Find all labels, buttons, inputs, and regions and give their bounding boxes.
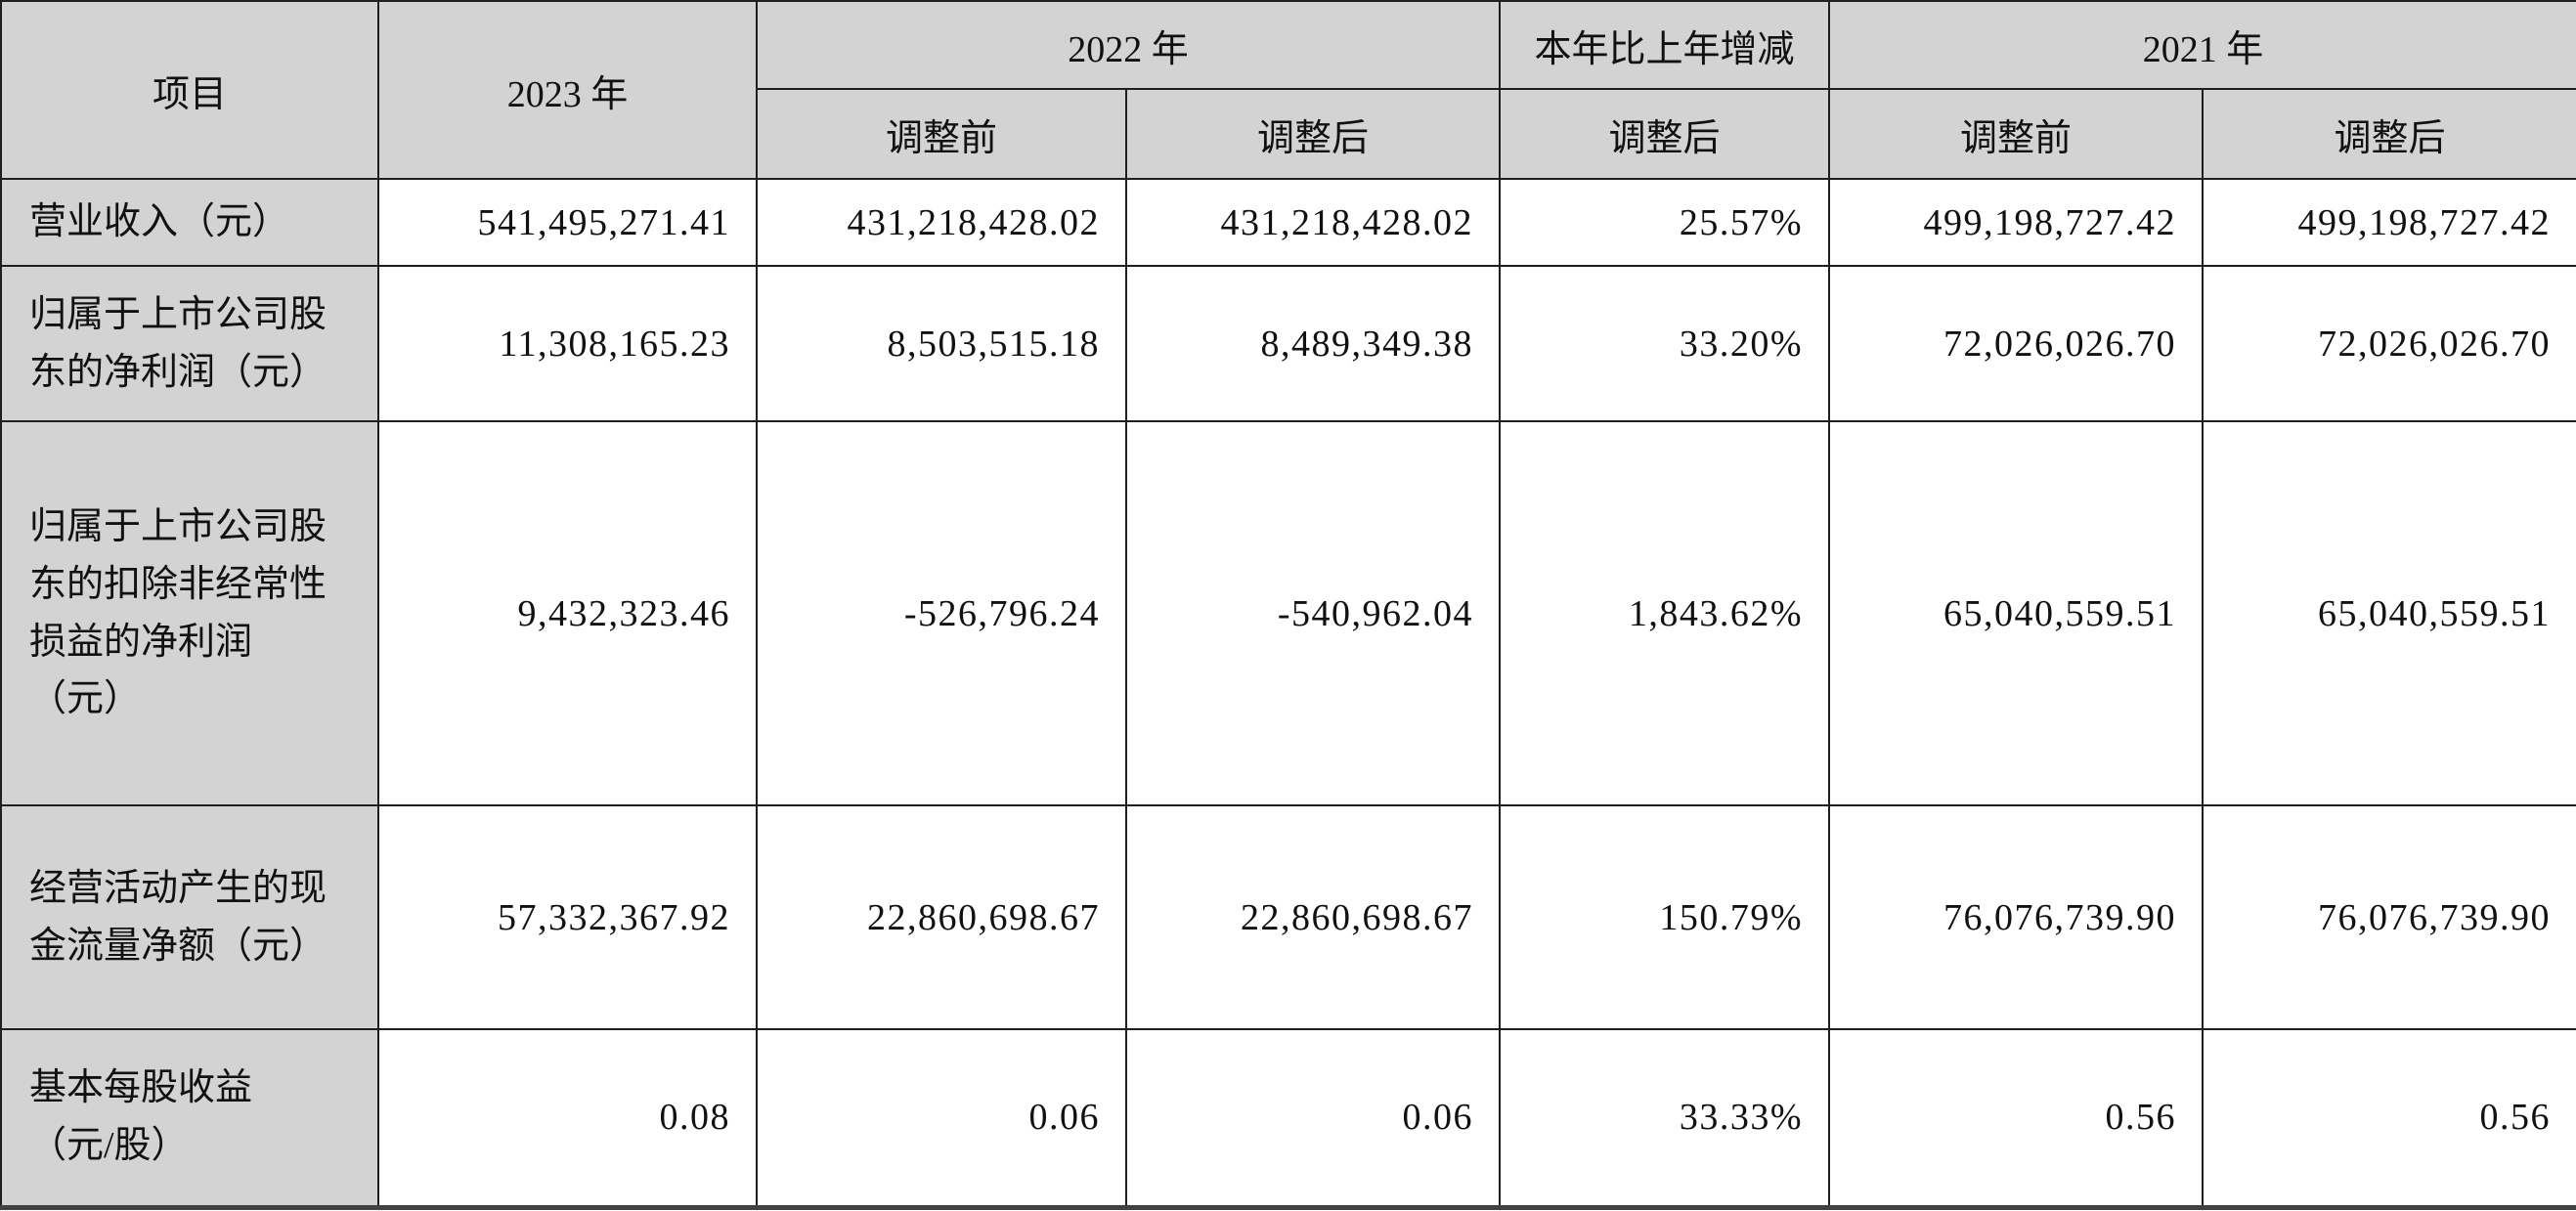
row-label: 营业收入（元） (0, 178, 379, 267)
row-label: 基本每股收益（元/股） (0, 1028, 379, 1208)
cell-change: 33.33% (1499, 1028, 1831, 1208)
table-row-deducted-net-profit: 归属于上市公司股东的扣除非经常性损益的净利润（元） 9,432,323.46 -… (0, 420, 2576, 806)
cell-2021-before: 0.56 (1828, 1028, 2205, 1208)
cell-change: 1,843.62% (1499, 420, 1831, 806)
cell-2021-after: 76,076,739.90 (2202, 804, 2576, 1030)
cell-2022-before: 431,218,428.02 (756, 178, 1127, 267)
row-label: 归属于上市公司股东的净利润（元） (0, 265, 379, 422)
header-row-top: 项目 2023 年 2022 年 本年比上年增减 2021 年 (0, 0, 2576, 180)
cell-2021-before: 76,076,739.90 (1828, 804, 2205, 1030)
cell-2021-before: 499,198,727.42 (1828, 178, 2205, 267)
table-row-net-profit: 归属于上市公司股东的净利润（元） 11,308,165.23 8,503,515… (0, 265, 2576, 422)
cell-2021-after: 0.56 (2202, 1028, 2576, 1208)
subheader-2021-after: 调整后 (2202, 88, 2576, 180)
cell-2022-before: 8,503,515.18 (756, 265, 1127, 422)
cell-2023: 541,495,271.41 (377, 178, 758, 267)
row-label: 归属于上市公司股东的扣除非经常性损益的净利润（元） (0, 420, 379, 806)
subheader-2021-before: 调整前 (1828, 88, 2205, 180)
subheader-2022-before: 调整前 (756, 88, 1127, 180)
cell-2022-after: -540,962.04 (1124, 420, 1502, 806)
cell-2022-after: 431,218,428.02 (1124, 178, 1502, 267)
header-change-group: 本年比上年增减 (1499, 0, 1831, 90)
cell-change: 33.20% (1499, 265, 1831, 422)
subheader-change-after: 调整后 (1499, 88, 1831, 180)
cell-change: 150.79% (1499, 804, 1831, 1030)
cell-2022-before: 22,860,698.67 (756, 804, 1127, 1030)
cell-2023: 9,432,323.46 (377, 420, 758, 806)
header-item-column: 项目 (0, 0, 379, 180)
header-row-sub: 调整前 调整后 调整后 调整前 调整后 (1, 88, 2576, 180)
cell-2022-before: -526,796.24 (756, 420, 1127, 806)
cell-2023: 57,332,367.92 (377, 804, 758, 1030)
cell-2021-after: 72,026,026.70 (2202, 265, 2576, 422)
header-2021-group: 2021 年 (1828, 0, 2576, 90)
cell-2021-before: 65,040,559.51 (1828, 420, 2205, 806)
cell-2022-after: 0.06 (1124, 1028, 1502, 1208)
row-label: 经营活动产生的现金流量净额（元） (0, 804, 379, 1030)
subheader-2022-after: 调整后 (1124, 88, 1502, 180)
table-row-operating-cash-flow: 经营活动产生的现金流量净额（元） 57,332,367.92 22,860,69… (0, 804, 2576, 1030)
header-2023-column: 2023 年 (377, 0, 758, 180)
cell-change: 25.57% (1499, 178, 1831, 267)
cell-2022-before: 0.06 (756, 1028, 1127, 1208)
cell-2023: 0.08 (377, 1028, 758, 1208)
cell-2021-before: 72,026,026.70 (1828, 265, 2205, 422)
table-row-revenue: 营业收入（元） 541,495,271.41 431,218,428.02 43… (0, 178, 2576, 267)
table-row-basic-eps: 基本每股收益（元/股） 0.08 0.06 0.06 33.33% 0.56 0… (0, 1028, 2576, 1208)
cell-2022-after: 8,489,349.38 (1124, 265, 1502, 422)
cell-2021-after: 499,198,727.42 (2202, 178, 2576, 267)
header-2022-group: 2022 年 (755, 0, 1502, 90)
cell-2021-after: 65,040,559.51 (2202, 420, 2576, 806)
cell-2022-after: 22,860,698.67 (1124, 804, 1502, 1030)
cell-2023: 11,308,165.23 (377, 265, 758, 422)
